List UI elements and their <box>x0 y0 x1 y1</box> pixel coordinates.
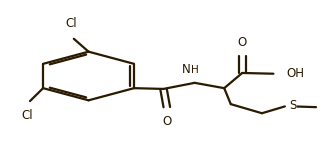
Text: S: S <box>289 99 296 112</box>
Text: Cl: Cl <box>22 109 33 123</box>
Text: H: H <box>192 65 199 75</box>
Text: Cl: Cl <box>65 17 77 30</box>
Text: N: N <box>182 63 191 76</box>
Text: OH: OH <box>287 67 304 80</box>
Text: O: O <box>162 115 172 128</box>
Text: O: O <box>237 36 247 49</box>
